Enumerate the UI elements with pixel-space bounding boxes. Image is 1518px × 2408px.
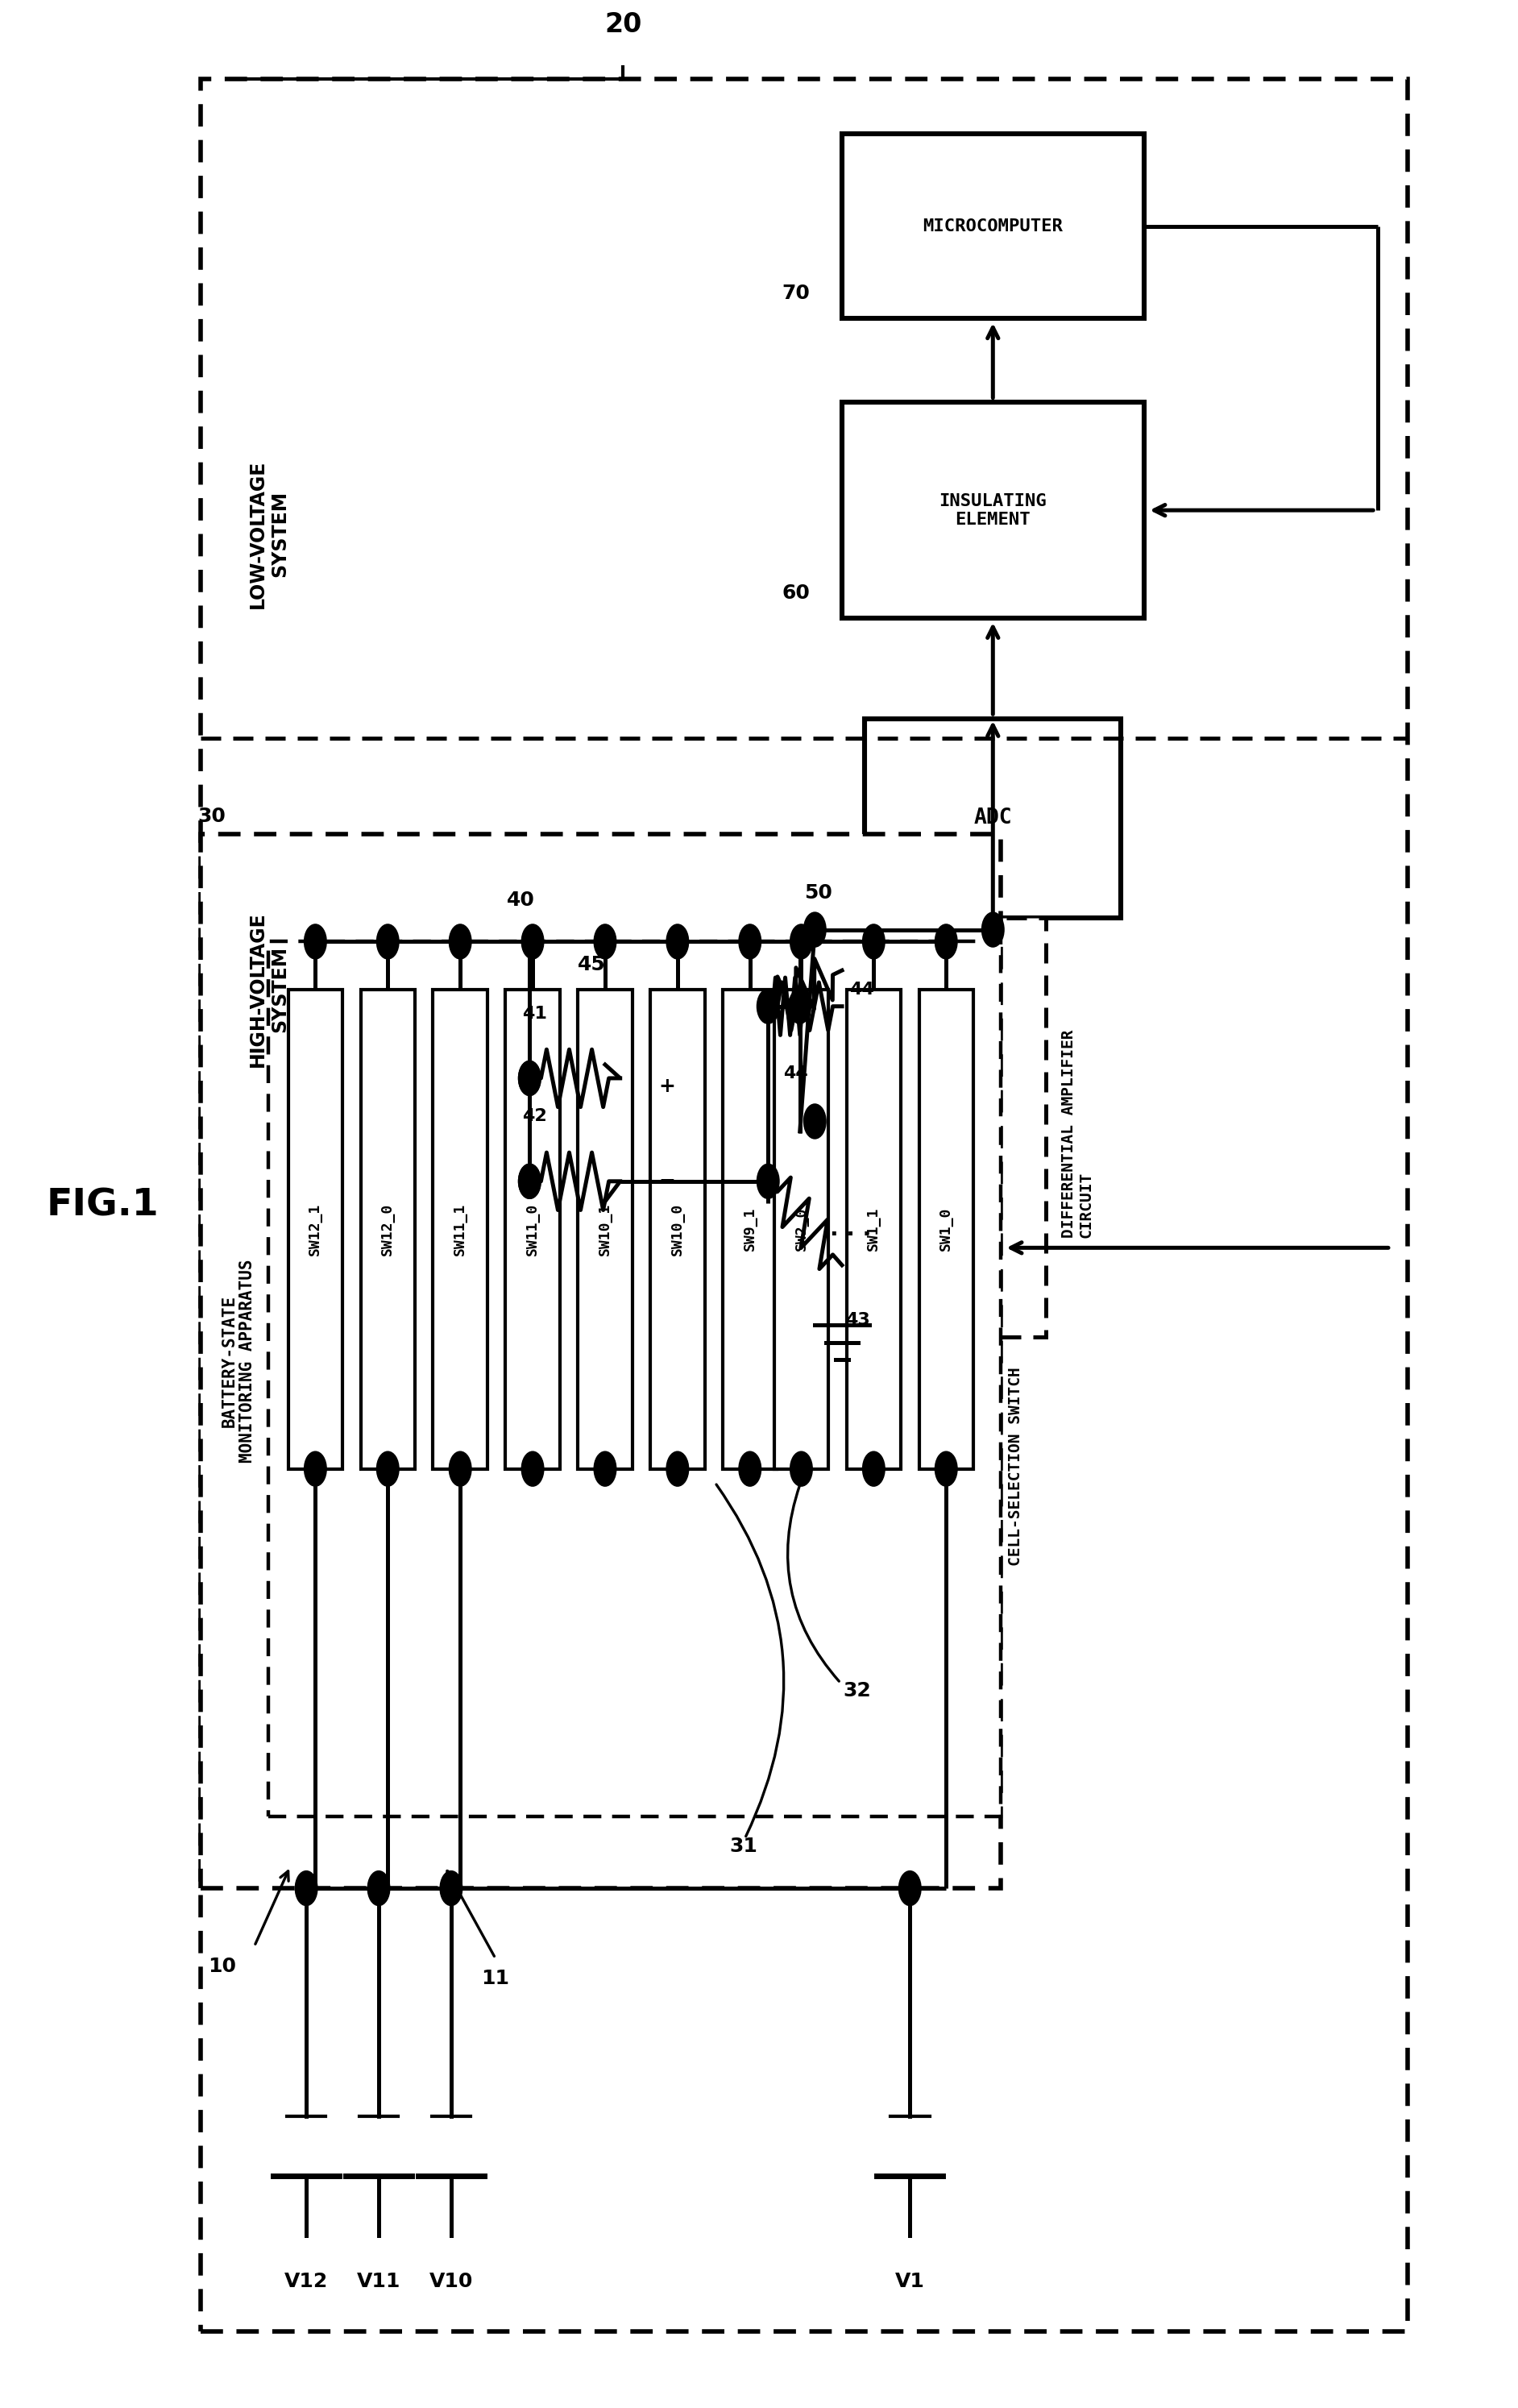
Bar [518, 917, 1046, 1336]
Text: 44: 44 [850, 982, 874, 997]
Circle shape [522, 925, 543, 958]
Text: CELL-SELECTION SWITCH: CELL-SELECTION SWITCH [1008, 1368, 1023, 1565]
Text: 70: 70 [782, 284, 809, 303]
Circle shape [296, 1871, 317, 1905]
Circle shape [369, 1871, 389, 1905]
Text: V10: V10 [430, 2271, 474, 2290]
Text: 10: 10 [208, 1958, 237, 1977]
Circle shape [935, 925, 956, 958]
Circle shape [791, 1452, 812, 1486]
Circle shape [757, 1165, 779, 1199]
Text: 41: 41 [522, 1007, 546, 1021]
Bar [269, 942, 1000, 1816]
Circle shape [935, 1452, 956, 1486]
Bar [847, 990, 900, 1469]
Bar [842, 402, 1143, 619]
Text: 31: 31 [730, 1837, 757, 1857]
Circle shape [376, 925, 398, 958]
Bar [774, 990, 829, 1469]
Circle shape [305, 925, 326, 958]
Circle shape [519, 1062, 540, 1096]
Text: DIFFERENTIAL AMPLIFIER
CIRCUIT: DIFFERENTIAL AMPLIFIER CIRCUIT [1061, 1028, 1094, 1238]
Text: SW9_1: SW9_1 [742, 1206, 757, 1252]
Text: SW11_0: SW11_0 [525, 1204, 540, 1255]
Text: 60: 60 [782, 583, 809, 602]
Bar [288, 990, 343, 1469]
Circle shape [864, 1452, 885, 1486]
Circle shape [519, 1062, 540, 1096]
Circle shape [376, 1452, 398, 1486]
Text: INSULATING
ELEMENT: INSULATING ELEMENT [940, 494, 1047, 527]
Text: SW11_1: SW11_1 [452, 1204, 468, 1255]
Text: FIG.1: FIG.1 [47, 1187, 159, 1223]
Bar [918, 990, 973, 1469]
Circle shape [982, 913, 1003, 946]
Circle shape [440, 1871, 461, 1905]
Text: 40: 40 [507, 891, 534, 910]
Bar [433, 990, 487, 1469]
Bar [200, 833, 1000, 1888]
Text: 50: 50 [805, 884, 832, 903]
Text: HIGH-VOLTAGE
SYSTEM: HIGH-VOLTAGE SYSTEM [247, 913, 290, 1067]
Circle shape [449, 1452, 471, 1486]
Text: 32: 32 [842, 1681, 871, 1700]
Circle shape [805, 1105, 826, 1139]
Circle shape [449, 925, 471, 958]
Text: MICROCOMPUTER: MICROCOMPUTER [923, 219, 1063, 234]
Text: SW12_0: SW12_0 [381, 1204, 395, 1255]
Text: 44: 44 [783, 1064, 808, 1081]
Text: 11: 11 [481, 1970, 510, 1989]
Text: 20: 20 [604, 12, 642, 39]
Circle shape [519, 1165, 540, 1199]
Circle shape [305, 1452, 326, 1486]
Text: 42: 42 [522, 1108, 546, 1125]
Circle shape [666, 1452, 688, 1486]
Text: V1: V1 [896, 2271, 924, 2290]
Bar [865, 718, 1122, 917]
Text: SW10_1: SW10_1 [598, 1204, 612, 1255]
Circle shape [864, 925, 885, 958]
Bar [723, 990, 777, 1469]
Circle shape [595, 925, 616, 958]
Circle shape [522, 1452, 543, 1486]
Text: SW2_0: SW2_0 [794, 1206, 809, 1252]
Text: V12: V12 [284, 2271, 328, 2290]
Circle shape [519, 1165, 540, 1199]
Text: LOW-VOLTAGE
SYSTEM: LOW-VOLTAGE SYSTEM [247, 460, 290, 609]
Text: SW1_0: SW1_0 [938, 1206, 953, 1252]
Circle shape [899, 1871, 920, 1905]
Bar [842, 135, 1143, 318]
Text: 30: 30 [197, 807, 226, 826]
Circle shape [666, 925, 688, 958]
Circle shape [805, 913, 826, 946]
Bar [505, 990, 560, 1469]
Text: SW1_1: SW1_1 [867, 1206, 880, 1252]
Text: SW10_0: SW10_0 [671, 1204, 685, 1255]
Text: . . .: . . . [830, 1218, 871, 1240]
Circle shape [789, 990, 811, 1023]
Bar [578, 990, 631, 1469]
Bar [200, 79, 1407, 2331]
Text: −: − [659, 1170, 676, 1190]
Text: ADC: ADC [973, 807, 1013, 828]
Circle shape [739, 1452, 761, 1486]
Circle shape [757, 990, 779, 1023]
Text: 45: 45 [578, 956, 606, 975]
Text: SW12_1: SW12_1 [308, 1204, 323, 1255]
Bar [361, 990, 414, 1469]
Text: BATTERY-STATE
MONITORING APPARATUS: BATTERY-STATE MONITORING APPARATUS [222, 1259, 255, 1462]
Circle shape [791, 925, 812, 958]
Text: V11: V11 [357, 2271, 401, 2290]
Circle shape [595, 1452, 616, 1486]
Text: +: + [659, 1076, 676, 1096]
Circle shape [739, 925, 761, 958]
Text: 43: 43 [846, 1312, 870, 1329]
Bar [650, 990, 704, 1469]
